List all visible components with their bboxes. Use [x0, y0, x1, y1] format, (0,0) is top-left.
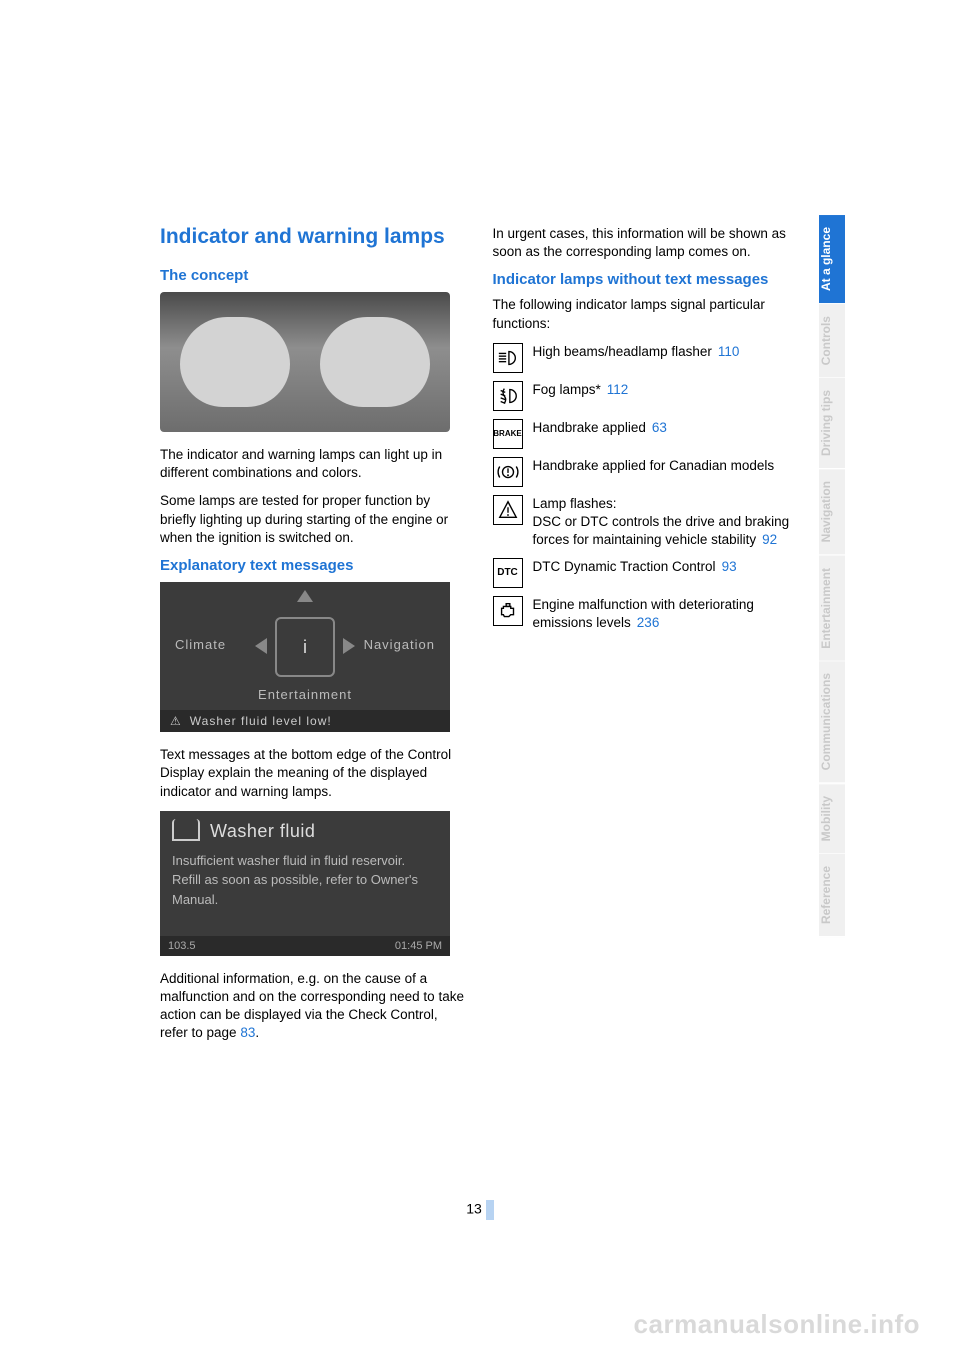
tab-mobility[interactable]: Mobility [819, 784, 845, 854]
lamp-text-line: DSC or DTC controls the drive and brakin… [533, 514, 790, 547]
idrive-entertainment-label: Entertainment [258, 687, 352, 702]
washer-line-1: Insufficient washer fluid in fluid reser… [172, 851, 438, 871]
page-number: 13 [450, 1200, 510, 1220]
lamp-row: Lamp flashes: DSC or DTC controls the dri… [493, 495, 801, 550]
idrive-climate-label: Climate [175, 637, 226, 652]
dtc_text-icon: DTC [493, 558, 523, 588]
urgent-paragraph: In urgent cases, this information will b… [493, 225, 801, 261]
washer-status-bar: 103.5 01:45 PM [160, 936, 450, 956]
lamp-text: DTC Dynamic Traction Control 93 [533, 558, 801, 576]
washer-status-left: 103.5 [168, 940, 196, 952]
washer-fluid-icon [172, 819, 200, 841]
washer-body: Insufficient washer fluid in fluid reser… [172, 851, 438, 910]
page-ref-236[interactable]: 236 [637, 615, 660, 630]
washer-title: Washer fluid [210, 821, 315, 842]
tab-driving-tips[interactable]: Driving tips [819, 378, 845, 469]
brake_circle-icon [493, 457, 523, 487]
lamp-text: Handbrake applied 63 [533, 419, 801, 437]
idrive-menu-figure: i Climate Navigation Entertainment ⚠ Was… [160, 582, 450, 732]
concept-paragraph-2: Some lamps are tested for proper functio… [160, 492, 468, 547]
indicator-lamp-list: High beams/headlamp flasher 110 Fog lamps*… [493, 343, 801, 632]
page-ref-83[interactable]: 83 [240, 1025, 255, 1040]
lamp-row: High beams/headlamp flasher 110 [493, 343, 801, 373]
arrow-right-icon [343, 638, 355, 654]
lamp-row: Fog lamps* 112 [493, 381, 801, 411]
page-ref-110[interactable]: 110 [718, 344, 740, 359]
instrument-cluster-figure [160, 292, 450, 432]
lamp-text: Engine malfunction with deteriorating em… [533, 596, 801, 632]
idrive-info-icon: i [275, 617, 335, 677]
lamp-text-line: Handbrake applied [533, 420, 646, 435]
lamp-text-line: Fog lamps* [533, 382, 601, 397]
page-number-value: 13 [466, 1201, 482, 1217]
lamp-row: Engine malfunction with deteriorating em… [493, 596, 801, 632]
lamp-row: BRAKE Handbrake applied 63 [493, 419, 801, 449]
page-ref-92[interactable]: 92 [762, 532, 777, 547]
washer-fluid-figure: Washer fluid Insufficient washer fluid i… [160, 811, 450, 956]
tab-at-a-glance[interactable]: At a glance [819, 215, 845, 304]
additional-text-b: . [255, 1025, 259, 1040]
left-column: Indicator and warning lamps The concept … [160, 225, 468, 1053]
explanatory-paragraph: Text messages at the bottom edge of the … [160, 746, 468, 801]
tab-communications[interactable]: Communications [819, 661, 845, 783]
lamp-text: High beams/headlamp flasher 110 [533, 343, 801, 361]
arrow-up-icon [297, 590, 313, 602]
page-title: Indicator and warning lamps [160, 225, 468, 249]
warning-triangle-icon: ⚠ [170, 714, 182, 728]
page-number-marker [486, 1200, 494, 1220]
additional-text-a: Additional information, e.g. on the caus… [160, 971, 464, 1041]
tab-reference[interactable]: Reference [819, 854, 845, 937]
engine-icon [493, 596, 523, 626]
idrive-warning-text: Washer fluid level low! [190, 714, 332, 728]
lamp-text-line: Handbrake applied for Canadian models [533, 458, 775, 473]
washer-line-2: Refill as soon as possible, refer to Own… [172, 870, 438, 909]
concept-heading: The concept [160, 267, 468, 284]
tab-controls[interactable]: Controls [819, 304, 845, 378]
lamp-text-line: High beams/headlamp flasher [533, 344, 712, 359]
lamp-text-line: DTC Dynamic Traction Control [533, 559, 716, 574]
dsc-icon [493, 495, 523, 525]
watermark: carmanualsonline.info [634, 1309, 920, 1340]
lamp-text: Lamp flashes: DSC or DTC controls the dri… [533, 495, 801, 550]
idrive-navigation-label: Navigation [364, 637, 435, 652]
tab-navigation[interactable]: Navigation [819, 469, 845, 555]
washer-status-right: 01:45 PM [395, 940, 442, 952]
page-ref-63[interactable]: 63 [652, 420, 667, 435]
tab-entertainment[interactable]: Entertainment [819, 556, 845, 662]
lamp-row: DTC DTC Dynamic Traction Control 93 [493, 558, 801, 588]
page-ref-112[interactable]: 112 [607, 382, 629, 397]
additional-info-paragraph: Additional information, e.g. on the caus… [160, 970, 468, 1043]
lamp-row: Handbrake applied for Canadian models [493, 457, 801, 487]
no-text-intro: The following indicator lamps signal par… [493, 296, 801, 332]
brake_text-icon: BRAKE [493, 419, 523, 449]
right-column: In urgent cases, this information will b… [493, 225, 801, 1053]
page-ref-93[interactable]: 93 [722, 559, 737, 574]
section-tabs: At a glanceControlsDriving tipsNavigatio… [819, 215, 845, 937]
concept-paragraph-1: The indicator and warning lamps can ligh… [160, 446, 468, 482]
fog-icon [493, 381, 523, 411]
lamp-text: Handbrake applied for Canadian models [533, 457, 801, 475]
arrow-left-icon [255, 638, 267, 654]
idrive-warning-bar: ⚠ Washer fluid level low! [160, 710, 450, 732]
lamp-text-line: Lamp flashes: [533, 496, 617, 511]
page-content: Indicator and warning lamps The concept … [160, 225, 800, 1053]
explanatory-heading: Explanatory text messages [160, 557, 468, 574]
highbeam-icon [493, 343, 523, 373]
no-text-heading: Indicator lamps without text messages [493, 271, 801, 288]
two-column-layout: Indicator and warning lamps The concept … [160, 225, 800, 1053]
lamp-text: Fog lamps* 112 [533, 381, 801, 399]
